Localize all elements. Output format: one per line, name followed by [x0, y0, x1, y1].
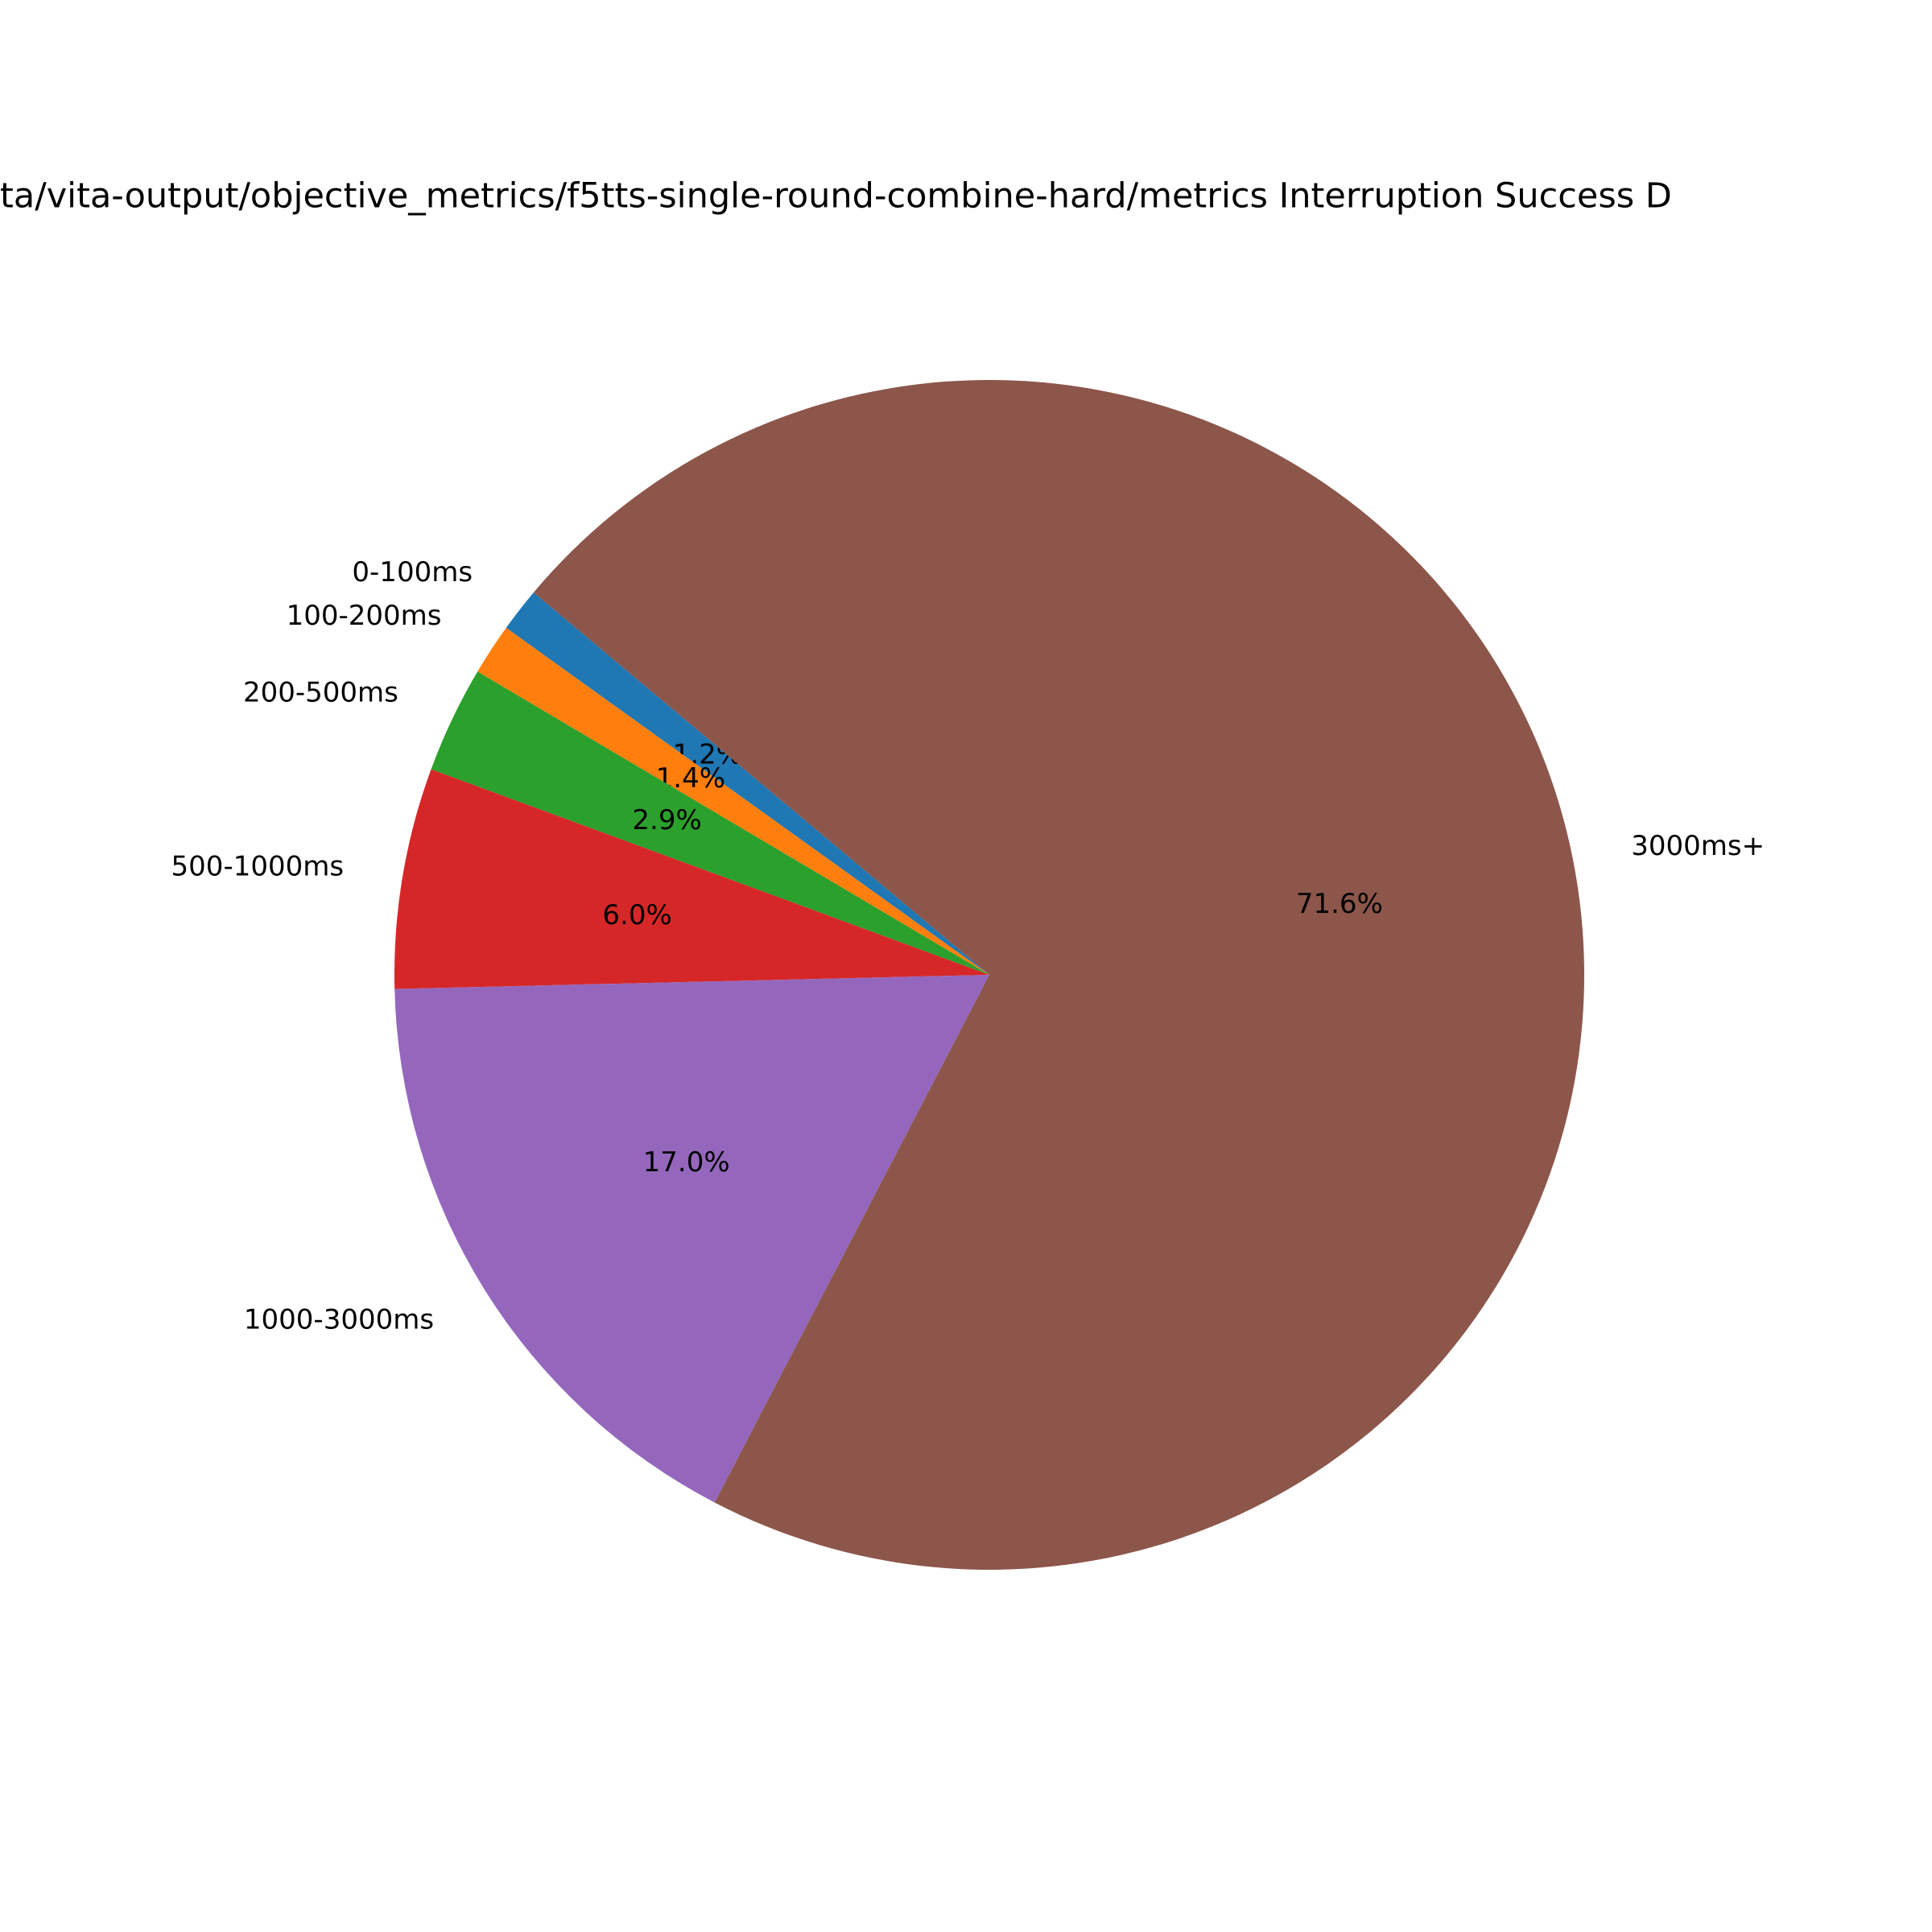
- chart-title: ta/vita-output/objective_metrics/f5tts-s…: [0, 176, 1672, 217]
- slice-label: 1000-3000ms: [244, 1303, 434, 1335]
- value-label: 71.6%: [1296, 888, 1383, 920]
- slice-label: 3000ms+: [1631, 830, 1765, 862]
- pie-slice: [431, 671, 989, 975]
- value-label: 2.9%: [632, 804, 701, 836]
- slice-label: 0-100ms: [352, 556, 473, 588]
- slice-label: 200-500ms: [243, 676, 398, 708]
- pie-slice: [394, 769, 989, 989]
- slice-label: 500-1000ms: [171, 850, 345, 882]
- pie-slice: [477, 627, 989, 975]
- value-label: 6.0%: [602, 899, 671, 931]
- pie-slice: [394, 975, 989, 1503]
- value-label: 17.0%: [643, 1146, 730, 1179]
- pie-slice: [533, 379, 1585, 1570]
- pie-slice: [506, 592, 989, 975]
- slice-label: 100-200ms: [287, 600, 442, 632]
